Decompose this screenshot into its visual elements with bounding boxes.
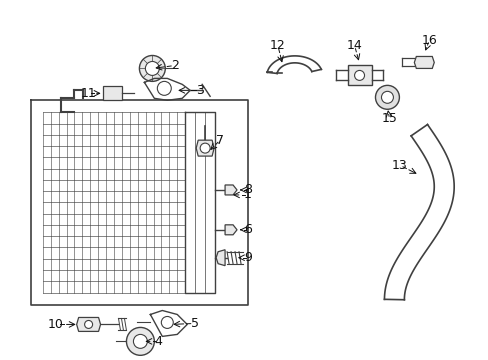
Text: 3: 3 <box>196 84 203 97</box>
Circle shape <box>161 316 173 328</box>
Polygon shape <box>413 57 433 68</box>
Text: 8: 8 <box>244 184 251 197</box>
Polygon shape <box>77 318 101 332</box>
Text: 1: 1 <box>244 188 251 202</box>
Text: 14: 14 <box>346 39 362 52</box>
Circle shape <box>381 91 393 103</box>
Bar <box>102 86 122 100</box>
Text: 2: 2 <box>171 59 179 72</box>
Circle shape <box>133 334 147 348</box>
Circle shape <box>84 320 92 328</box>
Polygon shape <box>196 140 214 156</box>
Circle shape <box>200 143 210 153</box>
Circle shape <box>354 71 364 80</box>
Text: 4: 4 <box>154 335 162 348</box>
Text: 13: 13 <box>391 158 407 172</box>
Circle shape <box>157 81 171 95</box>
Polygon shape <box>224 185 237 195</box>
Text: 5: 5 <box>191 317 199 330</box>
Text: 15: 15 <box>381 112 397 125</box>
Circle shape <box>145 62 159 75</box>
Bar <box>347 66 371 85</box>
Circle shape <box>126 328 154 355</box>
Text: 6: 6 <box>244 223 251 236</box>
Polygon shape <box>216 250 224 266</box>
Text: 16: 16 <box>421 34 436 47</box>
Text: 12: 12 <box>269 39 285 52</box>
Text: 10: 10 <box>48 318 63 331</box>
Polygon shape <box>224 225 237 235</box>
Text: 11: 11 <box>81 87 96 100</box>
Text: 9: 9 <box>244 251 251 264</box>
Circle shape <box>375 85 399 109</box>
Circle shape <box>139 55 165 81</box>
Text: 7: 7 <box>216 134 224 147</box>
